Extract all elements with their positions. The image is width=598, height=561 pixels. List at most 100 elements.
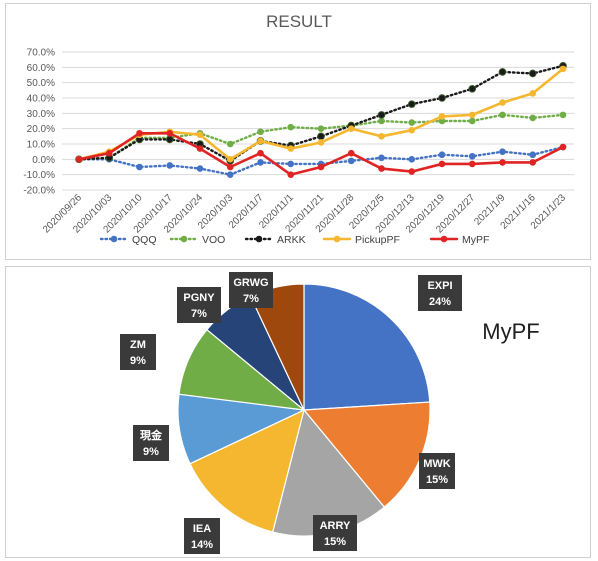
data-point [226, 163, 234, 171]
data-point [499, 148, 506, 155]
data-point [468, 117, 476, 125]
data-point [287, 123, 295, 131]
data-point [257, 137, 264, 145]
data-point [438, 160, 446, 168]
slice-label: GRWG [233, 277, 268, 289]
legend-item-mypf: MyPF [429, 234, 489, 246]
data-label-box [229, 272, 273, 308]
data-label-box [133, 425, 169, 461]
data-point [317, 125, 325, 132]
legend-label: QQQ [132, 234, 157, 246]
data-point [499, 111, 506, 119]
data-point [408, 126, 416, 134]
data-point [529, 159, 537, 166]
data-label-box [177, 287, 221, 323]
data-point [438, 113, 446, 120]
legend-marker [333, 235, 341, 243]
series-pickuppf [75, 65, 567, 163]
data-point [317, 132, 325, 141]
slice-percent: 9% [130, 355, 146, 367]
data-label-box [184, 518, 220, 554]
data-point [226, 140, 234, 148]
series-mypf [75, 129, 567, 178]
pie-slice-1 [303, 283, 431, 411]
y-tick-label: 20.0% [27, 124, 55, 135]
slice-percent: 15% [426, 474, 448, 486]
pie-data-label: MWK 15% [419, 453, 455, 489]
legend-item-qqq: QQQ [99, 234, 157, 246]
slice-label: ZM [130, 339, 146, 351]
pie-data-label: ARRY 15% [313, 515, 357, 551]
line-chart-panel: RESULT 70.0% 60.0% 50.0% 40.0% 30.0% 20.0% 10.… [5, 3, 591, 260]
legend-item-pickuppf: PickupPF [322, 234, 400, 246]
slice-percent: 15% [324, 536, 346, 548]
data-point [559, 111, 567, 119]
pie-chart: MyPF EXPI 24% MWK 15% ARRY 15% IEA 14% 現金 9% ZM 9% P… [120, 272, 540, 554]
data-point [136, 129, 143, 137]
data-point [378, 154, 385, 162]
line-chart: RESULT 70.0% 60.0% 50.0% 40.0% 30.0% 20.0% 10.… [23, 12, 574, 246]
data-point [559, 143, 567, 151]
data-point [438, 117, 446, 125]
data-point [438, 151, 446, 159]
series-line [77, 64, 565, 163]
legend-item-voo: VOO [169, 234, 225, 246]
legend-label: VOO [202, 234, 225, 246]
data-point [257, 128, 264, 136]
data-point [559, 65, 567, 73]
data-point [438, 94, 446, 102]
data-point [257, 159, 264, 166]
slice-label: EXPI [427, 280, 452, 292]
data-point [408, 119, 416, 126]
slice-percent: 7% [191, 308, 207, 320]
data-label-box [419, 453, 455, 489]
pie-data-label: ZM 9% [120, 334, 156, 370]
pie-data-label: PGNY 7% [177, 287, 221, 323]
slice-percent: 9% [143, 446, 159, 458]
data-point [407, 100, 416, 108]
data-point [136, 163, 143, 171]
data-point [378, 133, 385, 140]
data-point [499, 159, 506, 166]
data-point [529, 151, 537, 159]
slice-percent: 7% [243, 293, 259, 305]
data-point [408, 156, 416, 163]
pie-slice-4 [189, 408, 305, 533]
slice-percent: 14% [191, 539, 213, 551]
slice-percent: 24% [429, 296, 451, 308]
y-tick-label: 50.0% [27, 78, 55, 89]
legend-label: PickupPF [355, 234, 400, 246]
data-point [377, 111, 386, 119]
data-point [408, 168, 416, 175]
data-point [226, 156, 234, 163]
y-tick-label: 60.0% [27, 63, 55, 74]
series-qqq [75, 143, 567, 178]
data-point [287, 160, 295, 168]
data-point [378, 117, 385, 125]
data-label-box [418, 275, 462, 311]
legend-marker [255, 235, 263, 243]
data-point [166, 129, 174, 137]
data-point [347, 125, 355, 132]
y-tick-label: 40.0% [27, 94, 55, 105]
y-tick-label: -10.0% [23, 170, 55, 181]
legend-marker [440, 235, 448, 243]
data-label-box [313, 515, 357, 551]
pie-data-label: EXPI 24% [418, 275, 462, 311]
legend-item-arkk: ARKK [244, 234, 306, 246]
legend-marker [110, 235, 118, 243]
data-point [468, 111, 476, 119]
data-label-box [120, 334, 156, 370]
data-point [468, 160, 476, 168]
data-point [75, 156, 83, 163]
data-point [378, 165, 385, 172]
data-point [317, 139, 325, 146]
data-point [165, 135, 174, 144]
y-tick-label: 10.0% [27, 140, 55, 151]
data-point [257, 149, 264, 157]
data-point [196, 165, 204, 172]
pie-chart-title: MyPF [482, 319, 539, 344]
y-tick-label: 70.0% [27, 48, 55, 59]
y-tick-label: -20.0% [23, 186, 55, 197]
legend-marker [180, 235, 188, 243]
